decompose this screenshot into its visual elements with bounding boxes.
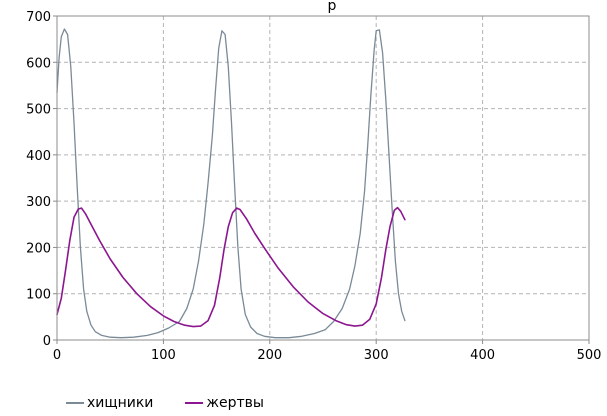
- x-tick-label: 0: [53, 348, 61, 363]
- y-tick-label: 500: [26, 103, 51, 118]
- x-tick-label: 300: [364, 348, 389, 363]
- series-line-predators: [56, 28, 406, 339]
- y-tick-label: 700: [26, 10, 51, 25]
- y-tick-label: 0: [43, 334, 51, 349]
- y-tick-label: 100: [26, 288, 51, 303]
- x-tick-label: 400: [470, 348, 495, 363]
- legend-swatch-predators: [66, 402, 84, 404]
- legend-label-predators: хищники: [87, 395, 154, 411]
- gridlines: [57, 16, 589, 340]
- x-tick-label: 100: [151, 348, 176, 363]
- y-axis-ticks: 0 100 200 300 400 500 600 700: [26, 10, 57, 349]
- series-line-prey: [56, 206, 406, 328]
- legend-swatch-prey: [185, 402, 204, 404]
- series-layer: [56, 28, 406, 339]
- y-tick-label: 200: [26, 241, 51, 256]
- chart-title: р: [328, 0, 337, 14]
- legend: хищники жертвы: [66, 394, 296, 412]
- y-tick-label: 300: [26, 195, 51, 210]
- x-tick-label: 500: [577, 348, 602, 363]
- plot-frame: [56, 15, 590, 341]
- legend-item-predators: хищники: [66, 395, 153, 411]
- y-tick-label: 600: [26, 56, 51, 71]
- legend-item-prey: жертвы: [185, 395, 264, 411]
- y-tick-label: 400: [26, 149, 51, 164]
- x-axis-ticks: 0 100 200 300 400 500: [53, 340, 602, 363]
- x-tick-label: 200: [257, 348, 282, 363]
- legend-label-prey: жертвы: [206, 395, 264, 411]
